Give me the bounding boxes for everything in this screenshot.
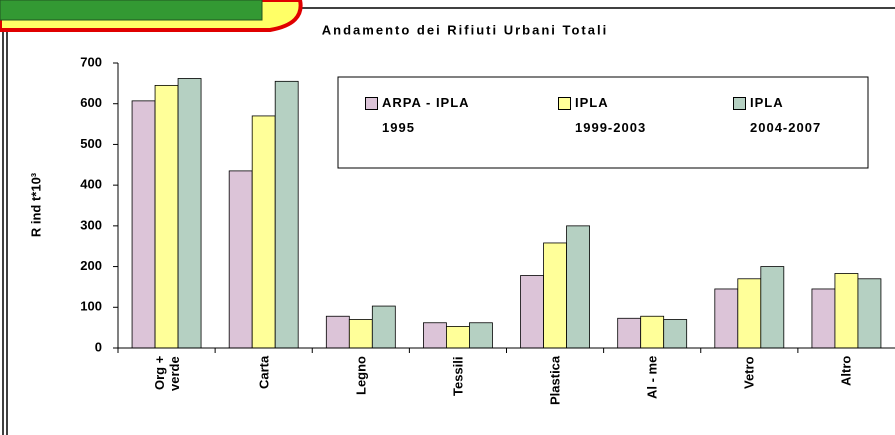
legend-label: IPLA 2004-2007 <box>750 95 822 135</box>
bar <box>543 242 567 349</box>
bar <box>423 322 447 349</box>
bar <box>177 78 202 349</box>
callout-inner <box>0 0 263 21</box>
x-tick-label: Carta <box>256 356 272 390</box>
bar <box>251 115 276 349</box>
y-tick-label: 500 <box>80 136 102 151</box>
x-tick-label: Al - me <box>644 356 660 400</box>
bar <box>154 84 179 349</box>
legend-swatch <box>365 97 378 110</box>
y-tick-label: 200 <box>80 258 102 273</box>
legend-box <box>337 76 869 169</box>
bar <box>446 326 470 349</box>
bar <box>760 266 785 349</box>
y-axis-label: R ind t*10³ <box>28 172 43 237</box>
y-tick-label: 600 <box>80 95 102 110</box>
x-tick-label: Altro <box>838 356 854 387</box>
bar <box>663 319 688 349</box>
y-tick-label: 0 <box>95 339 102 354</box>
legend-label: ARPA - IPLA 1995 <box>382 95 470 135</box>
bar <box>617 317 642 349</box>
bar <box>566 225 590 349</box>
y-tick-label: 300 <box>80 217 102 232</box>
x-tick-label: Tessili <box>450 356 466 396</box>
bar <box>274 80 299 349</box>
bar <box>371 305 396 349</box>
bar <box>228 170 253 349</box>
bar <box>520 275 544 349</box>
chart-title: Andamento dei Rifiuti Urbani Totali <box>322 22 608 37</box>
y-tick-label: 100 <box>80 299 102 314</box>
legend-label: IPLA 1999-2003 <box>575 95 647 135</box>
bar <box>811 288 836 349</box>
bar <box>857 278 882 349</box>
legend-swatch <box>733 97 746 110</box>
bar <box>640 315 665 349</box>
bar <box>325 315 350 349</box>
y-tick-label: 400 <box>80 177 102 192</box>
bar <box>469 322 493 349</box>
x-tick-label: Vetro <box>741 356 757 389</box>
legend-swatch <box>558 97 571 110</box>
x-tick-label: Legno <box>353 356 369 395</box>
bar <box>834 273 859 349</box>
bar <box>348 319 373 349</box>
x-tick-label: Plastica <box>547 356 563 406</box>
bar <box>131 100 156 349</box>
x-tick-label: Org + verde <box>151 356 182 391</box>
y-tick-label: 700 <box>80 54 102 69</box>
bar <box>714 288 739 349</box>
bar <box>737 278 762 349</box>
